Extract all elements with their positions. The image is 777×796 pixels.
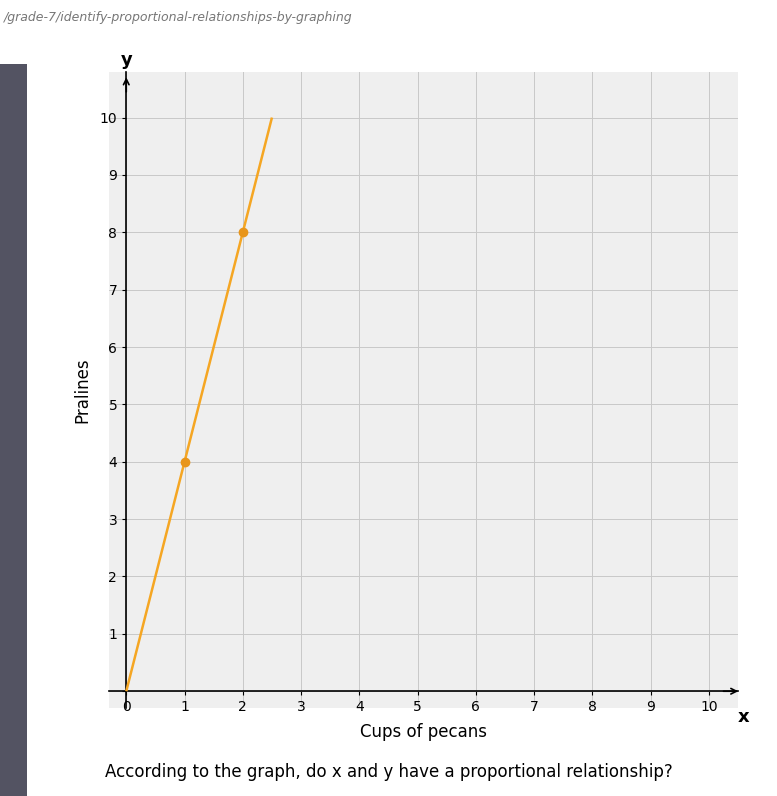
- Text: /grade-7/identify-proportional-relationships-by-graphing: /grade-7/identify-proportional-relations…: [4, 11, 353, 25]
- Y-axis label: Pralines: Pralines: [73, 357, 91, 423]
- X-axis label: Cups of pecans: Cups of pecans: [360, 723, 487, 740]
- Text: y: y: [120, 51, 132, 68]
- Text: According to the graph, do x and y have a proportional relationship?: According to the graph, do x and y have …: [105, 763, 672, 781]
- Text: x: x: [738, 708, 750, 726]
